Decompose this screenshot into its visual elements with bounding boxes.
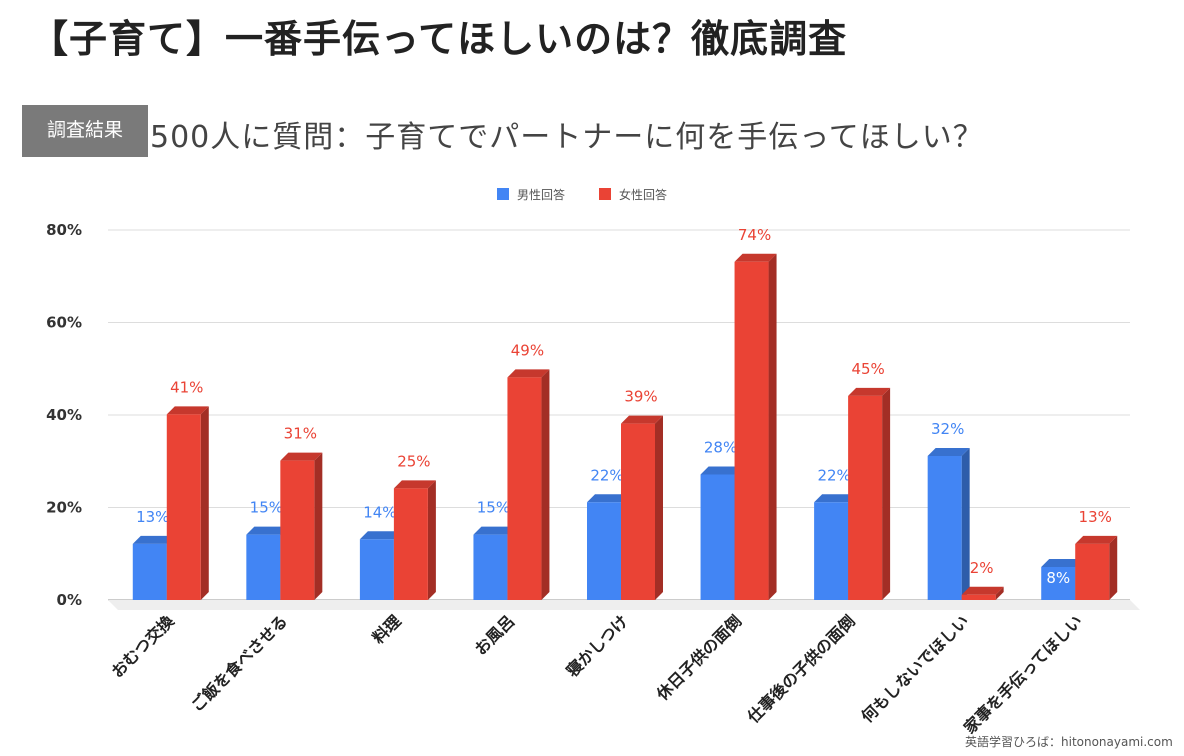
bar-side bbox=[882, 387, 891, 600]
bar-side bbox=[427, 480, 436, 600]
bar-top bbox=[359, 531, 402, 540]
bar-top bbox=[621, 415, 663, 424]
data-label: 45% bbox=[851, 360, 884, 378]
data-label: 32% bbox=[931, 420, 964, 438]
bar-top bbox=[1041, 559, 1084, 567]
bar-side bbox=[768, 253, 777, 600]
legend-swatch bbox=[599, 188, 611, 200]
bar bbox=[700, 474, 735, 600]
bar-side bbox=[995, 586, 1004, 600]
bar-top bbox=[473, 526, 516, 535]
bar-top bbox=[587, 494, 629, 503]
bar-top bbox=[393, 480, 436, 489]
x-tick-label: 家事を手伝ってほしい bbox=[960, 611, 1086, 737]
bar-top bbox=[246, 526, 289, 535]
bar bbox=[166, 414, 201, 600]
y-tick-label: 80% bbox=[46, 221, 82, 239]
floor bbox=[108, 600, 1140, 610]
data-label: 28% bbox=[704, 439, 737, 457]
bar-top bbox=[700, 466, 743, 475]
bar-top bbox=[961, 586, 1004, 595]
bar bbox=[621, 423, 655, 600]
x-tick-label: 寝かしつけ bbox=[562, 611, 631, 680]
x-tick-label: 仕事後の子供の面倒 bbox=[743, 611, 859, 727]
bar bbox=[246, 534, 281, 600]
bar-side bbox=[961, 448, 970, 600]
page-title: 【子育て】一番手伝ってほしいのは？徹底調査 bbox=[30, 17, 848, 61]
x-tick-label: 何もしないでほしい bbox=[858, 611, 973, 726]
bar bbox=[587, 502, 621, 600]
bar-side bbox=[1109, 535, 1118, 600]
bar bbox=[927, 456, 962, 600]
y-tick-label: 60% bbox=[46, 314, 82, 332]
bar-side bbox=[200, 406, 209, 600]
bar-top bbox=[507, 369, 550, 378]
bar bbox=[1041, 567, 1076, 600]
data-label: 15% bbox=[477, 499, 510, 517]
result-badge: 調査結果 bbox=[22, 105, 148, 157]
bar-top bbox=[814, 494, 857, 503]
data-label: 13% bbox=[1079, 508, 1112, 526]
data-label: 74% bbox=[738, 226, 771, 244]
legend-label: 男性回答 bbox=[517, 187, 565, 202]
bar bbox=[473, 534, 508, 600]
data-label: 22% bbox=[817, 466, 850, 484]
data-label: 8% bbox=[1046, 569, 1070, 587]
bar-side bbox=[314, 452, 323, 600]
bar bbox=[280, 460, 315, 600]
x-tick-label: ご飯を食べさせる bbox=[187, 611, 291, 715]
x-tick-label: おむつ交換 bbox=[108, 611, 179, 682]
bar-top bbox=[1075, 535, 1118, 544]
y-tick-label: 0% bbox=[57, 591, 82, 609]
watermark: 英語学習ひろば：hitononayami.com bbox=[965, 735, 1173, 749]
data-label: 15% bbox=[250, 499, 283, 517]
data-label: 39% bbox=[624, 388, 657, 406]
bar bbox=[961, 594, 996, 600]
x-tick-label: お風呂 bbox=[471, 611, 518, 658]
legend-swatch bbox=[497, 188, 509, 200]
legend-label: 女性回答 bbox=[619, 187, 667, 202]
bar-top bbox=[927, 448, 970, 456]
bar bbox=[393, 488, 428, 600]
bar bbox=[734, 261, 769, 600]
data-label: 31% bbox=[284, 425, 317, 443]
bar-side bbox=[541, 369, 550, 600]
y-tick-label: 40% bbox=[46, 406, 82, 424]
data-label: 22% bbox=[590, 466, 623, 484]
y-tick-label: 20% bbox=[46, 499, 82, 517]
data-label: 25% bbox=[397, 452, 430, 470]
data-label: 2% bbox=[970, 559, 994, 577]
bar-top bbox=[734, 253, 777, 262]
bar bbox=[507, 377, 542, 600]
bar bbox=[132, 543, 167, 600]
data-label: 41% bbox=[170, 378, 203, 396]
bar bbox=[814, 502, 849, 600]
bar-top bbox=[848, 387, 891, 396]
bar-top bbox=[280, 452, 323, 461]
bar bbox=[848, 395, 883, 600]
bar-top bbox=[132, 535, 175, 544]
chart-subtitle: 500人に質問：子育てでパートナーに何を手伝ってほしい？ bbox=[150, 120, 984, 155]
bar bbox=[359, 539, 394, 600]
data-label: 49% bbox=[511, 341, 544, 359]
data-label: 13% bbox=[136, 508, 169, 526]
bar bbox=[1075, 543, 1110, 600]
data-label: 14% bbox=[363, 503, 396, 521]
bar-side bbox=[655, 415, 663, 600]
x-tick-label: 休日子供の面倒 bbox=[652, 611, 745, 704]
x-tick-label: 料理 bbox=[369, 611, 405, 647]
bar-top bbox=[166, 406, 209, 415]
